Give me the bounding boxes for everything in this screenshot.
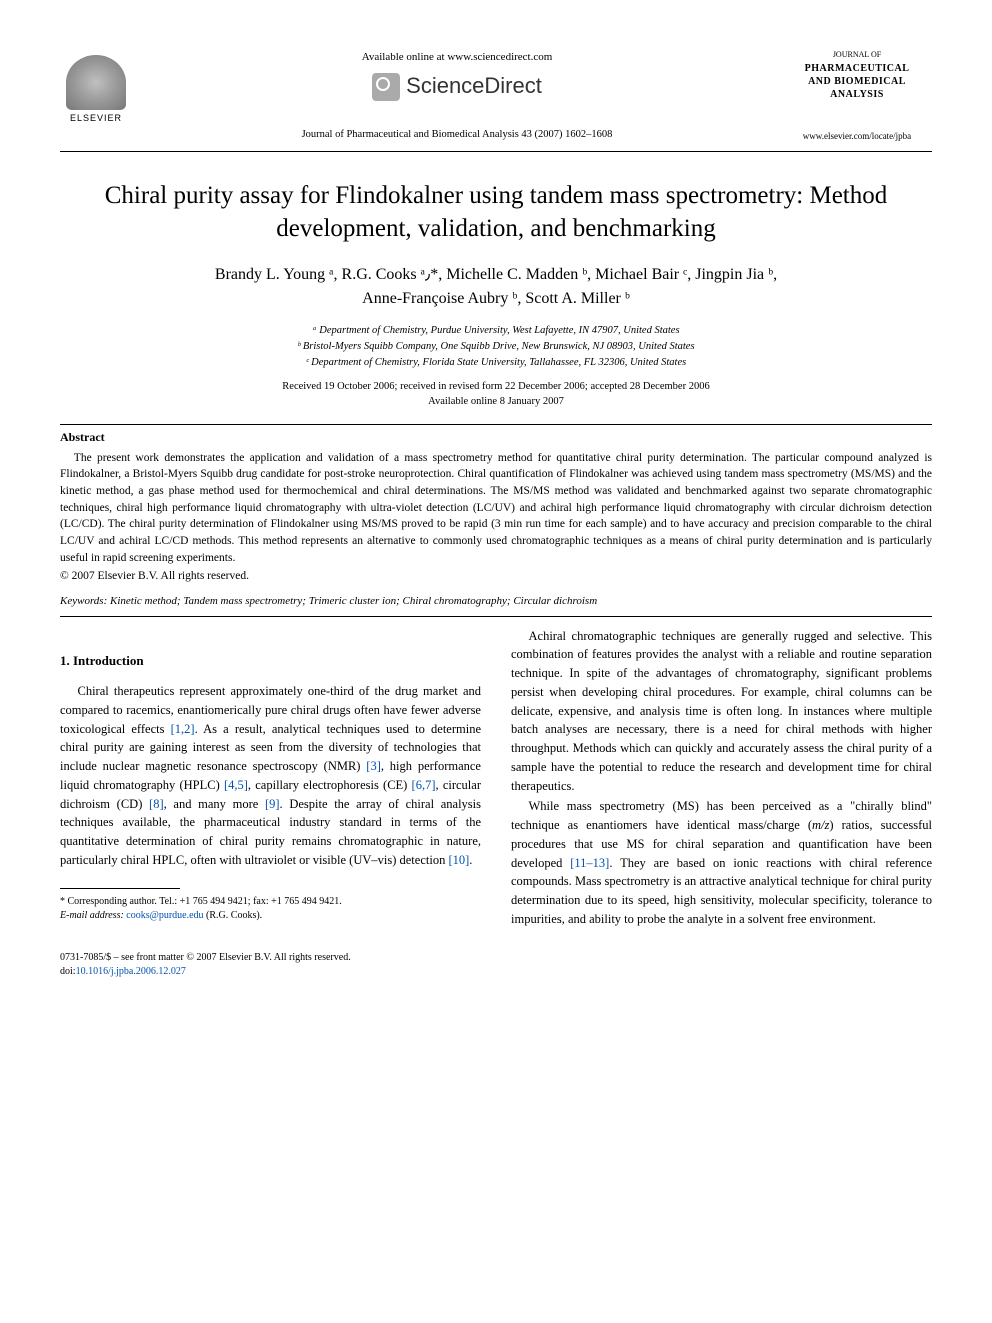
article-title: Chiral purity assay for Flindokalner usi… (60, 180, 932, 245)
mz-italic: m/z (812, 818, 829, 832)
intro-paragraph-2: Achiral chromatographic techniques are g… (511, 627, 932, 796)
affiliation-c: ᶜ Department of Chemistry, Florida State… (60, 355, 932, 371)
p1-text-f: , and many more (164, 797, 265, 811)
affiliations-block: ᵃ Department of Chemistry, Purdue Univer… (60, 323, 932, 370)
abstract-text: The present work demonstrates the applic… (60, 450, 932, 567)
abstract-copyright: © 2007 Elsevier B.V. All rights reserved… (60, 568, 932, 584)
authors-block: Brandy L. Young ᵃ, R.G. Cooks ᵃ٫*, Miche… (60, 263, 932, 311)
footnote-email-line: E-mail address: cooks@purdue.edu (R.G. C… (60, 909, 481, 923)
footnote-email-link[interactable]: cooks@purdue.edu (126, 910, 203, 921)
p1-text-d: , capillary electrophoresis (CE) (248, 778, 412, 792)
corresponding-author-footnote: * Corresponding author. Tel.: +1 765 494… (60, 895, 481, 923)
dates-block: Received 19 October 2006; received in re… (60, 380, 932, 409)
p1-text-h: . (469, 853, 472, 867)
elsevier-logo: ELSEVIER (60, 50, 132, 130)
ref-link-11-13[interactable]: [11–13] (570, 856, 609, 870)
ref-link-8[interactable]: [8] (149, 797, 164, 811)
elsevier-tree-icon (66, 55, 126, 110)
received-date: Received 19 October 2006; received in re… (60, 380, 932, 395)
ref-link-3[interactable]: [3] (366, 759, 381, 773)
doi-label: doi: (60, 966, 76, 977)
available-date: Available online 8 January 2007 (60, 395, 932, 410)
footnote-separator (60, 888, 180, 889)
sciencedirect-icon (372, 73, 400, 101)
affiliation-b: ᵇ Bristol-Myers Squibb Company, One Squi… (60, 339, 932, 355)
abstract-bottom-rule (60, 616, 932, 617)
authors-line-1: Brandy L. Young ᵃ, R.G. Cooks ᵃ٫*, Miche… (215, 266, 777, 283)
authors-line-2: Anne-Françoise Aubry ᵇ, Scott A. Miller … (362, 290, 630, 307)
ref-link-6-7[interactable]: [6,7] (412, 778, 436, 792)
right-column: Achiral chromatographic techniques are g… (511, 627, 932, 931)
journal-box-line1: PHARMACEUTICAL (782, 62, 932, 75)
doi-link[interactable]: 10.1016/j.jpba.2006.12.027 (76, 966, 186, 977)
abstract-heading: Abstract (60, 429, 932, 446)
ref-link-1-2[interactable]: [1,2] (171, 722, 195, 736)
ref-link-4-5[interactable]: [4,5] (224, 778, 248, 792)
footer-copyright: 0731-7085/$ – see front matter © 2007 El… (60, 951, 932, 965)
left-column: 1. Introduction Chiral therapeutics repr… (60, 627, 481, 931)
footnote-corr: * Corresponding author. Tel.: +1 765 494… (60, 895, 481, 909)
elsevier-label: ELSEVIER (70, 112, 122, 125)
keywords-list: Kinetic method; Tandem mass spectrometry… (110, 595, 597, 607)
footnote-email-who: (R.G. Cooks). (206, 910, 262, 921)
abstract-top-rule (60, 424, 932, 425)
journal-title-box: JOURNAL OF PHARMACEUTICAL AND BIOMEDICAL… (782, 50, 932, 143)
journal-reference: Journal of Pharmaceutical and Biomedical… (152, 128, 762, 143)
keywords-line: Keywords: Kinetic method; Tandem mass sp… (60, 594, 932, 609)
header-rule (60, 151, 932, 152)
affiliation-a: ᵃ Department of Chemistry, Purdue Univer… (60, 323, 932, 339)
footer-doi-line: doi:10.1016/j.jpba.2006.12.027 (60, 965, 932, 979)
journal-box-line3: ANALYSIS (782, 88, 932, 101)
sciencedirect-logo: ScienceDirect (372, 71, 542, 102)
center-header: Available online at www.sciencedirect.co… (132, 50, 782, 143)
journal-box-top: JOURNAL OF (782, 50, 932, 60)
sciencedirect-label: ScienceDirect (406, 71, 542, 102)
keywords-label: Keywords: (60, 595, 107, 607)
ref-link-10[interactable]: [10] (448, 853, 469, 867)
ref-link-9[interactable]: [9] (265, 797, 280, 811)
available-online-text: Available online at www.sciencedirect.co… (152, 50, 762, 65)
intro-paragraph-3: While mass spectrometry (MS) has been pe… (511, 797, 932, 928)
page-footer: 0731-7085/$ – see front matter © 2007 El… (60, 951, 932, 979)
journal-box-url: www.elsevier.com/locate/jpba (782, 131, 932, 143)
footnote-email-label: E-mail address: (60, 910, 124, 921)
section-1-heading: 1. Introduction (60, 651, 481, 671)
intro-paragraph-1: Chiral therapeutics represent approximat… (60, 682, 481, 870)
journal-box-line2: AND BIOMEDICAL (782, 75, 932, 88)
body-columns: 1. Introduction Chiral therapeutics repr… (60, 627, 932, 931)
page-header: ELSEVIER Available online at www.science… (60, 50, 932, 143)
